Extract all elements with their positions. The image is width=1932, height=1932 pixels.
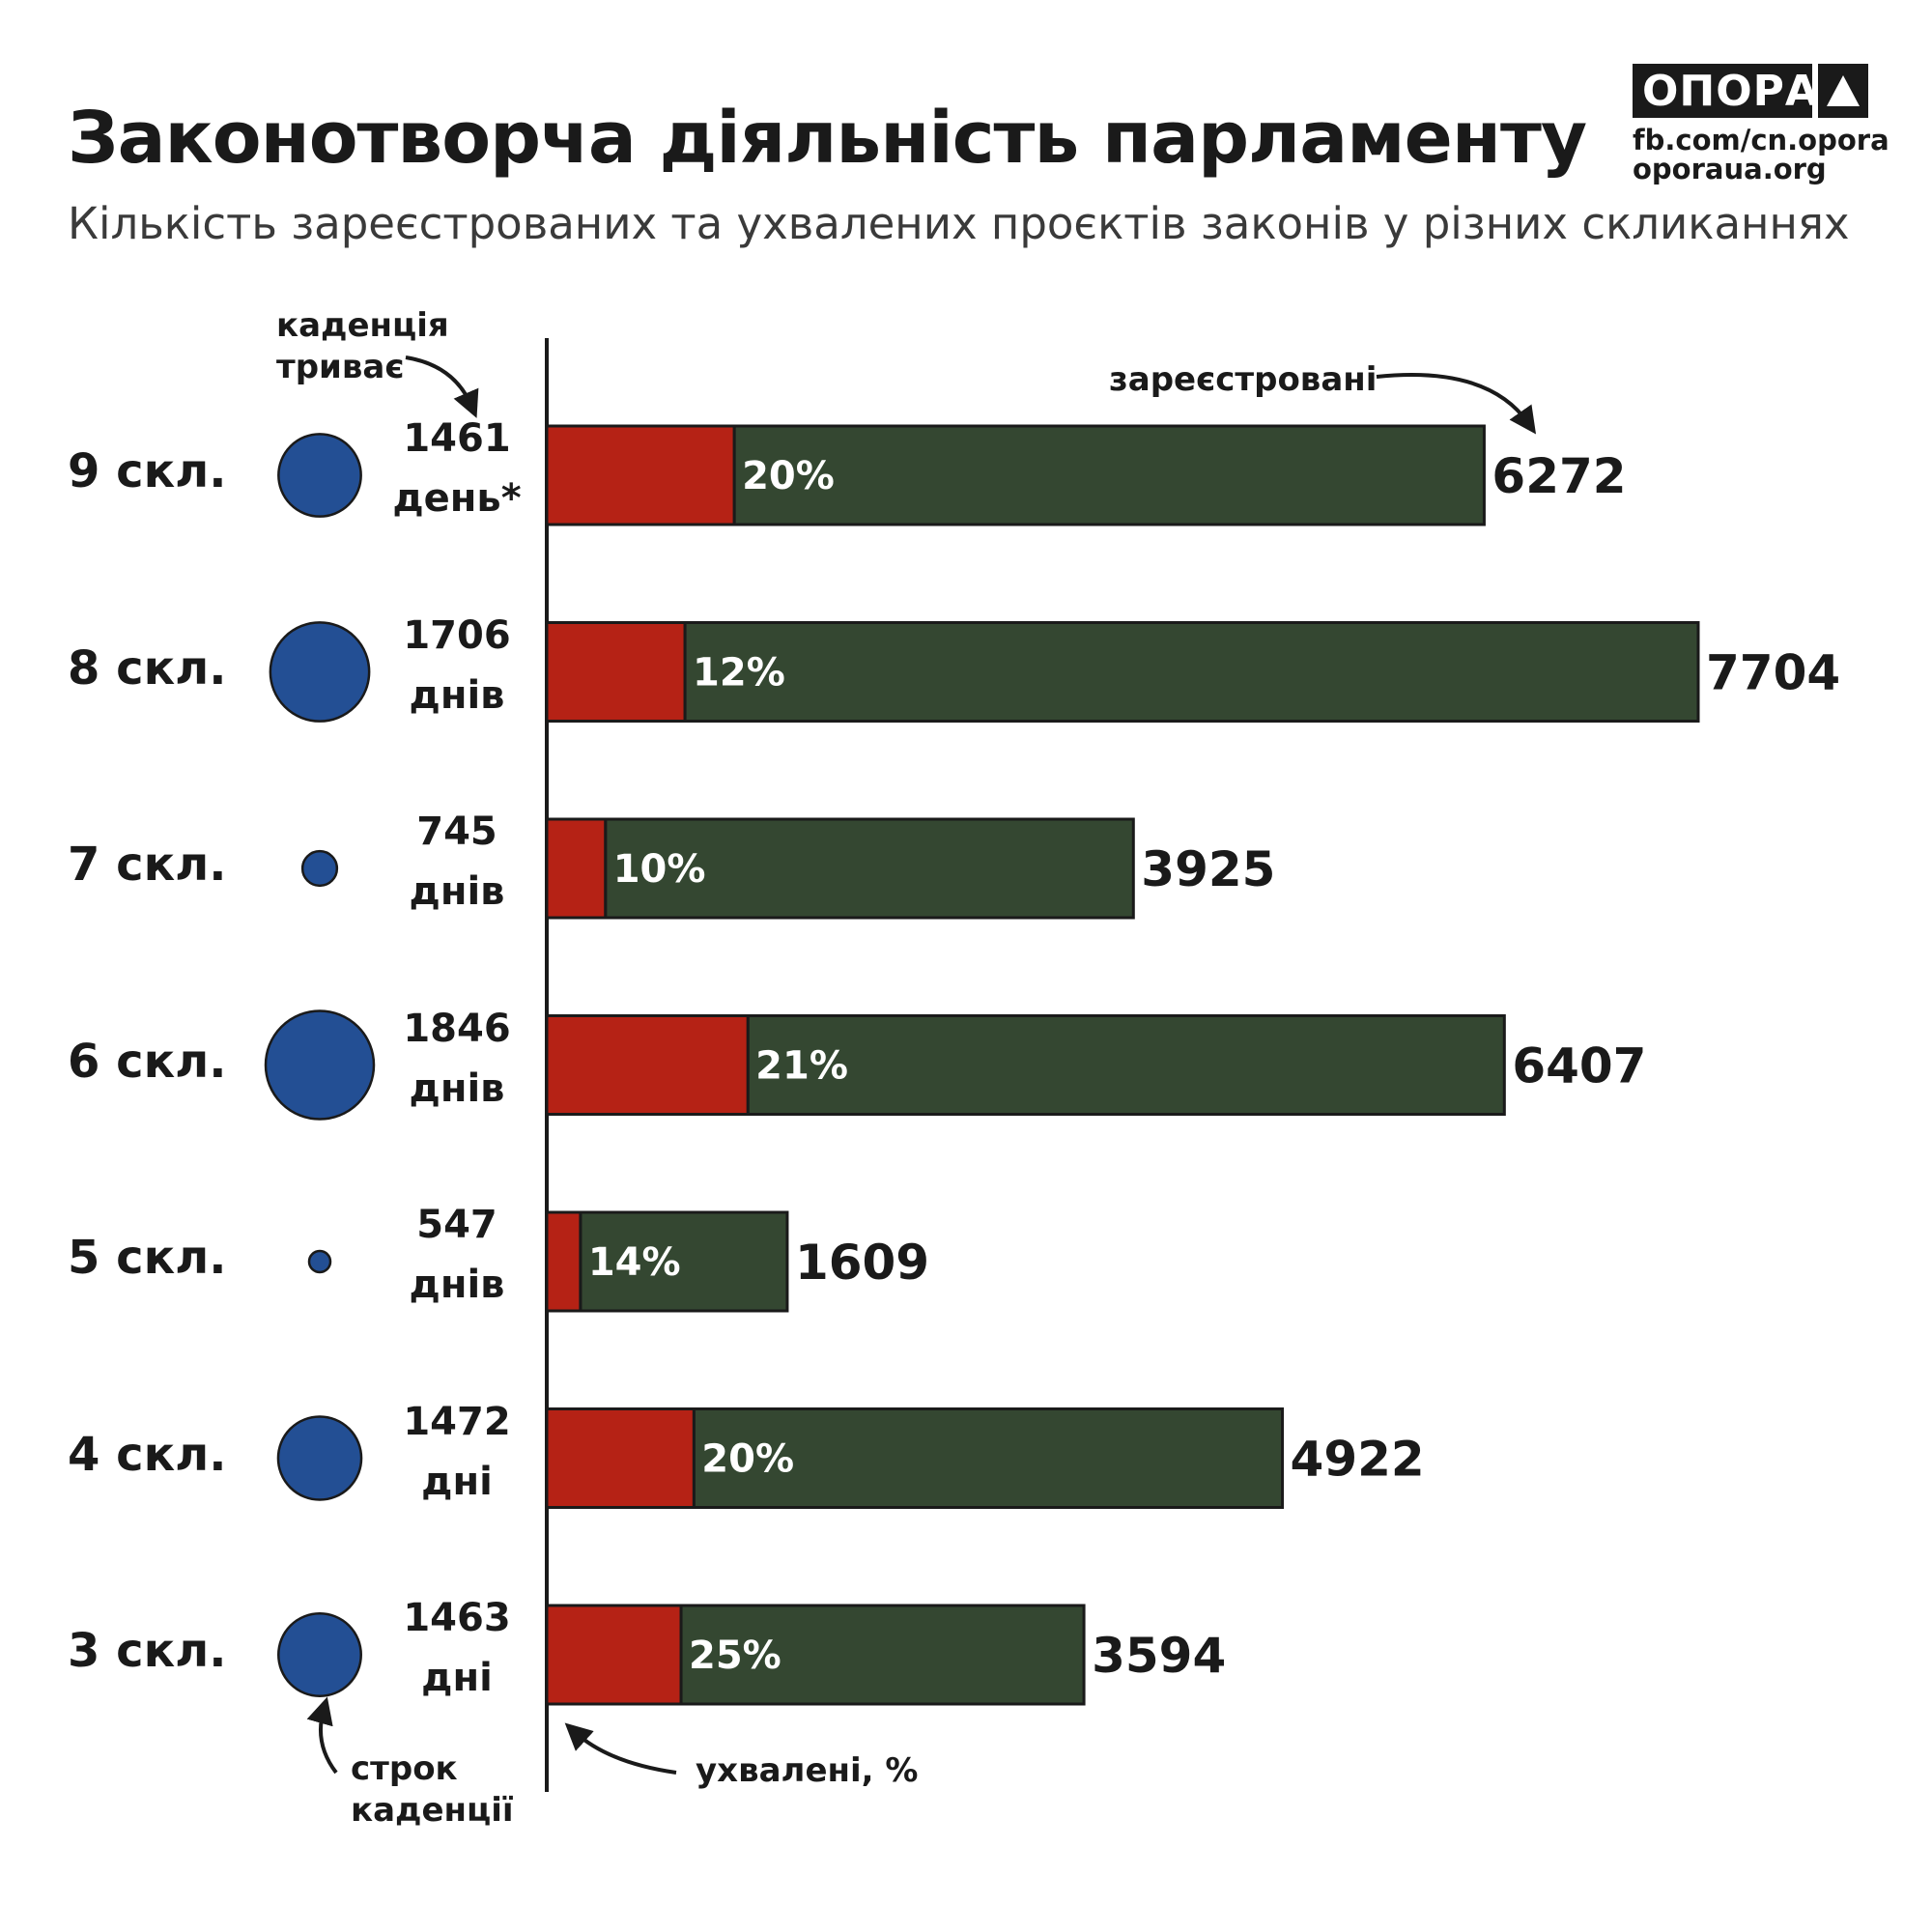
term-duration: 1463 дні — [370, 1588, 544, 1708]
triangle-icon — [1818, 75, 1868, 106]
term-circle — [277, 1612, 362, 1697]
registered-total-label: 6407 — [1512, 1038, 1646, 1094]
registered-total-label: 4922 — [1291, 1432, 1425, 1488]
opora-logo: ОПОРА — [1633, 64, 1868, 118]
registered-bar — [579, 1210, 789, 1313]
approved-pct-label: 14% — [588, 1240, 681, 1285]
term-duration: 745 днів — [370, 802, 544, 922]
registered-total-label: 7704 — [1706, 645, 1840, 701]
bar-group: 20% 4922 — [276, 1407, 1425, 1509]
approved-pct-note: ухвалені, % — [696, 1751, 919, 1790]
website-link[interactable]: oporaua.org — [1633, 153, 1827, 185]
term-days: 1846 — [403, 1006, 511, 1051]
registered-note: зареєстровані — [1109, 360, 1378, 399]
term-circle — [264, 1009, 376, 1121]
registered-arrow — [1376, 373, 1537, 435]
cadence-ongoing-arrow — [405, 355, 479, 418]
approved-bar — [545, 817, 608, 920]
term-circle — [300, 849, 339, 888]
term-days: 1472 — [403, 1399, 511, 1444]
row-label: 6 скл. — [68, 1034, 227, 1089]
page-subtitle: Кількість зареєстрованих та ухвалених пр… — [68, 198, 1850, 249]
term-unit: днів — [409, 1263, 505, 1307]
approved-bar — [545, 1604, 683, 1706]
term-circle — [276, 1415, 363, 1501]
term-unit: дні — [421, 1656, 493, 1700]
term-days: 547 — [416, 1203, 497, 1247]
bar-group: 10% 3925 — [300, 817, 1275, 920]
approved-pct-label: 10% — [613, 847, 706, 892]
approved-bar — [545, 1407, 696, 1509]
registered-total-label: 6272 — [1492, 448, 1626, 504]
term-unit: днів — [409, 1065, 505, 1111]
term-days: 1706 — [403, 612, 511, 658]
row-label: 4 скл. — [68, 1427, 227, 1482]
term-circle — [307, 1249, 332, 1274]
bar-group: 14% 1609 — [307, 1210, 929, 1313]
registered-bar — [604, 817, 1135, 920]
bar-group: 20% 6272 — [277, 424, 1627, 526]
row-label: 9 скл. — [68, 444, 227, 498]
term-unit: день* — [392, 476, 522, 521]
term-days: 1461 — [403, 416, 511, 461]
term-duration: 1706 днів — [370, 606, 544, 725]
row-label: 3 скл. — [68, 1624, 227, 1678]
term-length-note: строк каденції — [351, 1749, 514, 1830]
term-circle — [277, 433, 362, 518]
term-duration: 1472 дні — [370, 1392, 544, 1512]
facebook-link[interactable]: fb.com/cn.opora — [1633, 124, 1889, 156]
approved-pct-label: 20% — [742, 454, 835, 498]
row-label: 7 скл. — [68, 838, 227, 892]
registered-total-label: 1609 — [795, 1235, 929, 1291]
registered-total-label: 3925 — [1141, 841, 1275, 897]
registered-bar — [692, 1407, 1285, 1509]
term-days: 1463 — [403, 1596, 511, 1640]
cadence-ongoing-note: каденція триває — [276, 306, 449, 386]
logo-word: ОПОРА — [1642, 66, 1819, 116]
term-unit: днів — [409, 672, 505, 718]
approved-pct-label: 12% — [693, 651, 785, 696]
term-days: 745 — [416, 810, 497, 854]
registered-total-label: 3594 — [1092, 1628, 1226, 1684]
term-unit: дні — [421, 1459, 493, 1504]
term-circle — [269, 621, 371, 723]
approved-pct-label: 20% — [701, 1437, 794, 1482]
bar-group: 25% 3594 — [277, 1604, 1226, 1706]
term-unit: днів — [409, 869, 505, 914]
bar-group: 21% 6407 — [264, 1009, 1646, 1121]
term-duration: 1461 день* — [370, 409, 544, 528]
bar-group: 12% 7704 — [269, 621, 1840, 723]
registered-bar — [732, 424, 1486, 526]
approved-arrow — [564, 1722, 677, 1775]
registered-bar — [683, 621, 1700, 723]
row-label: 8 скл. — [68, 640, 227, 696]
term-length-arrow — [306, 1696, 338, 1775]
approved-bar — [545, 424, 736, 526]
term-duration: 547 днів — [370, 1195, 544, 1315]
approved-bar — [545, 621, 687, 723]
approved-bar — [545, 1014, 750, 1116]
row-label: 5 скл. — [68, 1231, 227, 1285]
approved-bar — [545, 1210, 582, 1313]
approved-pct-label: 21% — [755, 1044, 848, 1089]
page-title: Законотворча діяльність парламенту — [68, 97, 1587, 180]
registered-bar — [746, 1014, 1506, 1116]
term-duration: 1846 днів — [370, 999, 544, 1119]
logo-separator — [1812, 64, 1818, 118]
approved-pct-label: 25% — [689, 1634, 781, 1678]
